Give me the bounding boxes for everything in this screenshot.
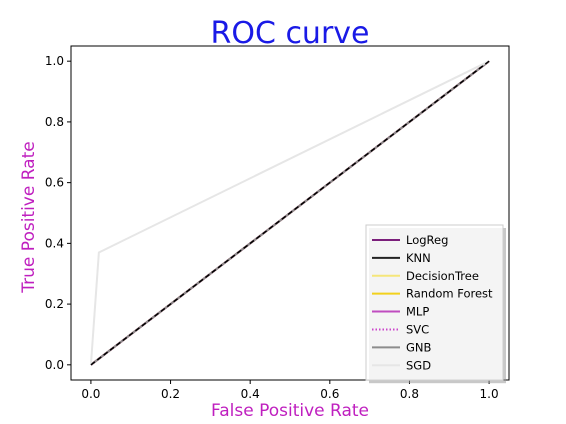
legend-label: KNN <box>406 251 431 265</box>
x-axis-ticks: 0.0 0.2 0.4 0.6 0.8 1.0 <box>81 380 499 401</box>
y-tick-label: 0.4 <box>45 236 64 250</box>
y-tick-label: 0.0 <box>45 358 64 372</box>
legend-label: SVC <box>406 322 429 336</box>
x-axis-label: False Positive Rate <box>211 401 369 421</box>
legend-items: LogReg KNN DecisionTree Random Forest MLP SVC… <box>372 233 493 372</box>
plot-frame <box>70 45 510 381</box>
y-axis-label: True Positive Rate <box>19 141 39 293</box>
legend-label: SGD <box>406 358 431 372</box>
x-tick-label: 0.4 <box>241 387 260 401</box>
chart-title: ROC curve <box>211 16 370 51</box>
x-tick-label: 1.0 <box>480 387 499 401</box>
y-tick-label: 0.6 <box>45 176 64 190</box>
legend-label: MLP <box>406 305 429 319</box>
x-tick-label: 0.2 <box>161 387 180 401</box>
x-tick-label: 0.0 <box>81 387 100 401</box>
y-tick-label: 0.8 <box>45 115 64 129</box>
legend-label: LogReg <box>406 233 448 247</box>
x-tick-label: 0.6 <box>320 387 339 401</box>
y-tick-label: 1.0 <box>45 54 64 68</box>
legend-label: Random Forest <box>406 287 493 301</box>
legend-label: DecisionTree <box>406 269 479 283</box>
legend: LogReg KNN DecisionTree Random Forest MLP SVC… <box>365 224 506 384</box>
series-line-sgd <box>89 60 490 365</box>
x-tick-label: 0.8 <box>400 387 419 401</box>
plot-area <box>89 60 490 366</box>
legend-box <box>365 224 504 381</box>
legend-label: GNB <box>406 340 432 354</box>
reference-diagonal-line <box>90 60 490 366</box>
y-tick-label: 0.2 <box>45 297 64 311</box>
y-axis-ticks: 0.0 0.2 0.4 0.6 0.8 1.0 <box>45 54 71 372</box>
